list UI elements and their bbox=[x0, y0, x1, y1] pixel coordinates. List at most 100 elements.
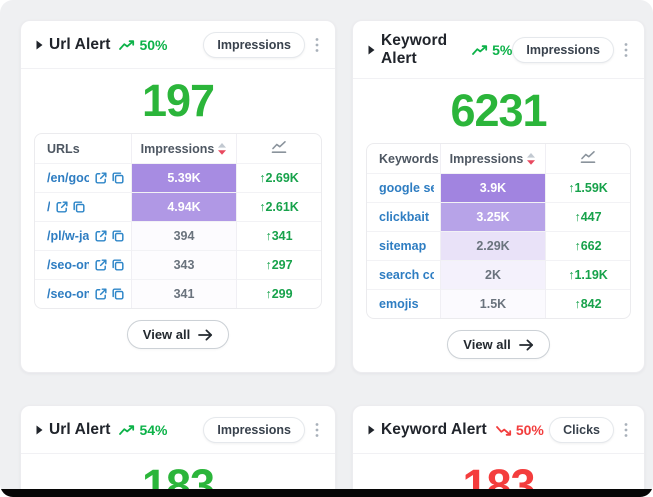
value-cell: 3.9K bbox=[440, 173, 546, 203]
more-options-button[interactable] bbox=[311, 419, 323, 441]
alerts-table: Keywords Impressions google search conso… bbox=[366, 143, 631, 319]
change-cell: ↑842 bbox=[574, 297, 602, 311]
kebab-menu-icon bbox=[315, 38, 319, 52]
value-cell: 394 bbox=[131, 221, 237, 251]
metric-filter-button[interactable]: Impressions bbox=[512, 37, 614, 63]
kebab-menu-icon bbox=[624, 423, 628, 437]
row-link[interactable]: google search console bbox=[379, 181, 434, 195]
row-link[interactable]: / bbox=[47, 200, 51, 214]
collapse-caret-icon[interactable] bbox=[36, 40, 43, 50]
screenshot-bottom-edge bbox=[0, 489, 653, 497]
trend-up-icon bbox=[119, 39, 135, 50]
change-cell: ↑341 bbox=[265, 229, 293, 243]
table-row: /seo-on-page/#Facto... 343 ↑297 bbox=[35, 250, 321, 280]
column-header-chart[interactable] bbox=[237, 134, 322, 164]
table-row: / 4.94K ↑2.61K bbox=[35, 192, 321, 222]
change-cell: ↑1.59K bbox=[568, 181, 608, 195]
card-title: Url Alert bbox=[49, 421, 111, 438]
trend-badge: 50% bbox=[495, 422, 544, 438]
metric-filter-button[interactable]: Impressions bbox=[203, 32, 305, 58]
row-link[interactable]: emojis bbox=[379, 297, 419, 311]
trend-up-icon bbox=[472, 44, 488, 55]
more-options-button[interactable] bbox=[620, 39, 632, 61]
value-cell: 5.39K bbox=[131, 163, 237, 193]
card-header: Keyword Alert 5% Impressions bbox=[353, 21, 644, 79]
alerts-table: URLs Impressions /en/google-search-c... … bbox=[34, 133, 322, 309]
kebab-menu-icon bbox=[624, 43, 628, 57]
value-cell: 3.25K bbox=[440, 202, 546, 232]
trend-badge: 54% bbox=[119, 422, 168, 438]
trend-value: 50% bbox=[515, 422, 544, 438]
change-cell: ↑2.69K bbox=[259, 171, 299, 185]
card-title: Url Alert bbox=[49, 36, 111, 53]
copy-icon[interactable] bbox=[72, 200, 86, 214]
arrow-right-icon bbox=[198, 328, 213, 341]
change-cell: ↑447 bbox=[574, 210, 602, 224]
column-header-value[interactable]: Impressions bbox=[440, 144, 546, 174]
collapse-caret-icon[interactable] bbox=[368, 425, 375, 435]
value-cell: 4.94K bbox=[131, 192, 237, 222]
more-options-button[interactable] bbox=[311, 34, 323, 56]
row-link[interactable]: sitemap bbox=[379, 239, 427, 253]
table-row: sitemap 2.29K ↑662 bbox=[367, 231, 630, 261]
external-link-icon[interactable] bbox=[94, 287, 108, 301]
change-cell: ↑297 bbox=[265, 258, 293, 272]
value-cell: 341 bbox=[131, 279, 237, 308]
alert-total: 197 bbox=[141, 75, 215, 126]
column-header-key[interactable]: Keywords bbox=[379, 151, 439, 166]
row-link[interactable]: clickbait bbox=[379, 210, 430, 224]
alert-card: Url Alert 50% Impressions 197 URLs Impre… bbox=[20, 20, 336, 373]
table-row: /en/google-search-c... 5.39K ↑2.69K bbox=[35, 163, 321, 193]
view-all-row: View all bbox=[353, 319, 644, 372]
sort-icon[interactable] bbox=[217, 142, 227, 156]
metric-filter-button[interactable]: Impressions bbox=[203, 417, 305, 443]
more-options-button[interactable] bbox=[620, 419, 632, 441]
view-all-row: View all bbox=[21, 309, 335, 362]
trend-value: 5% bbox=[492, 42, 513, 58]
copy-icon[interactable] bbox=[111, 258, 125, 272]
collapse-caret-icon[interactable] bbox=[368, 45, 375, 55]
row-link[interactable]: /pl/w-jaki-sposob-nal... bbox=[47, 229, 89, 243]
trend-value: 50% bbox=[139, 37, 168, 53]
table-row: /seo-on-page/#%C2... 341 ↑299 bbox=[35, 279, 321, 308]
alert-total: 6231 bbox=[450, 85, 547, 136]
table-row: google search console 3.9K ↑1.59K bbox=[367, 173, 630, 203]
trend-up-icon bbox=[119, 424, 135, 435]
column-header-value[interactable]: Impressions bbox=[131, 134, 237, 164]
column-header-key[interactable]: URLs bbox=[47, 141, 80, 156]
row-link[interactable]: /en/google-search-c... bbox=[47, 171, 89, 185]
arrow-right-icon bbox=[518, 338, 533, 351]
external-link-icon[interactable] bbox=[55, 200, 69, 214]
copy-icon[interactable] bbox=[111, 287, 125, 301]
value-cell: 2K bbox=[440, 260, 546, 290]
card-header: Url Alert 50% Impressions bbox=[21, 21, 335, 69]
table-row: search console 2K ↑1.19K bbox=[367, 260, 630, 290]
trend-badge: 5% bbox=[472, 42, 512, 58]
card-header: Url Alert 54% Impressions bbox=[21, 406, 335, 454]
view-all-button[interactable]: View all bbox=[447, 330, 550, 359]
sort-icon[interactable] bbox=[526, 152, 536, 166]
alert-card: Url Alert 54% Impressions 183 URLs Impre… bbox=[20, 405, 336, 497]
trend-value: 54% bbox=[139, 422, 168, 438]
external-link-icon[interactable] bbox=[94, 171, 108, 185]
copy-icon[interactable] bbox=[111, 171, 125, 185]
view-all-button[interactable]: View all bbox=[126, 320, 230, 349]
card-title: Keyword Alert bbox=[381, 421, 487, 438]
row-link[interactable]: /seo-on-page/#%C2... bbox=[47, 287, 89, 301]
change-cell: ↑2.61K bbox=[259, 200, 299, 214]
change-cell: ↑299 bbox=[265, 287, 293, 301]
external-link-icon[interactable] bbox=[94, 229, 108, 243]
external-link-icon[interactable] bbox=[94, 258, 108, 272]
table-row: clickbait 3.25K ↑447 bbox=[367, 202, 630, 232]
value-cell: 343 bbox=[131, 250, 237, 280]
row-link[interactable]: /seo-on-page/#Facto... bbox=[47, 258, 89, 272]
line-chart-icon bbox=[271, 140, 287, 153]
row-link[interactable]: search console bbox=[379, 268, 434, 282]
metric-filter-button[interactable]: Clicks bbox=[549, 417, 614, 443]
table-row: /pl/w-jaki-sposob-nal... 394 ↑341 bbox=[35, 221, 321, 251]
copy-icon[interactable] bbox=[111, 229, 125, 243]
trend-badge: 50% bbox=[119, 37, 168, 53]
column-header-chart[interactable] bbox=[546, 144, 631, 174]
collapse-caret-icon[interactable] bbox=[36, 425, 43, 435]
